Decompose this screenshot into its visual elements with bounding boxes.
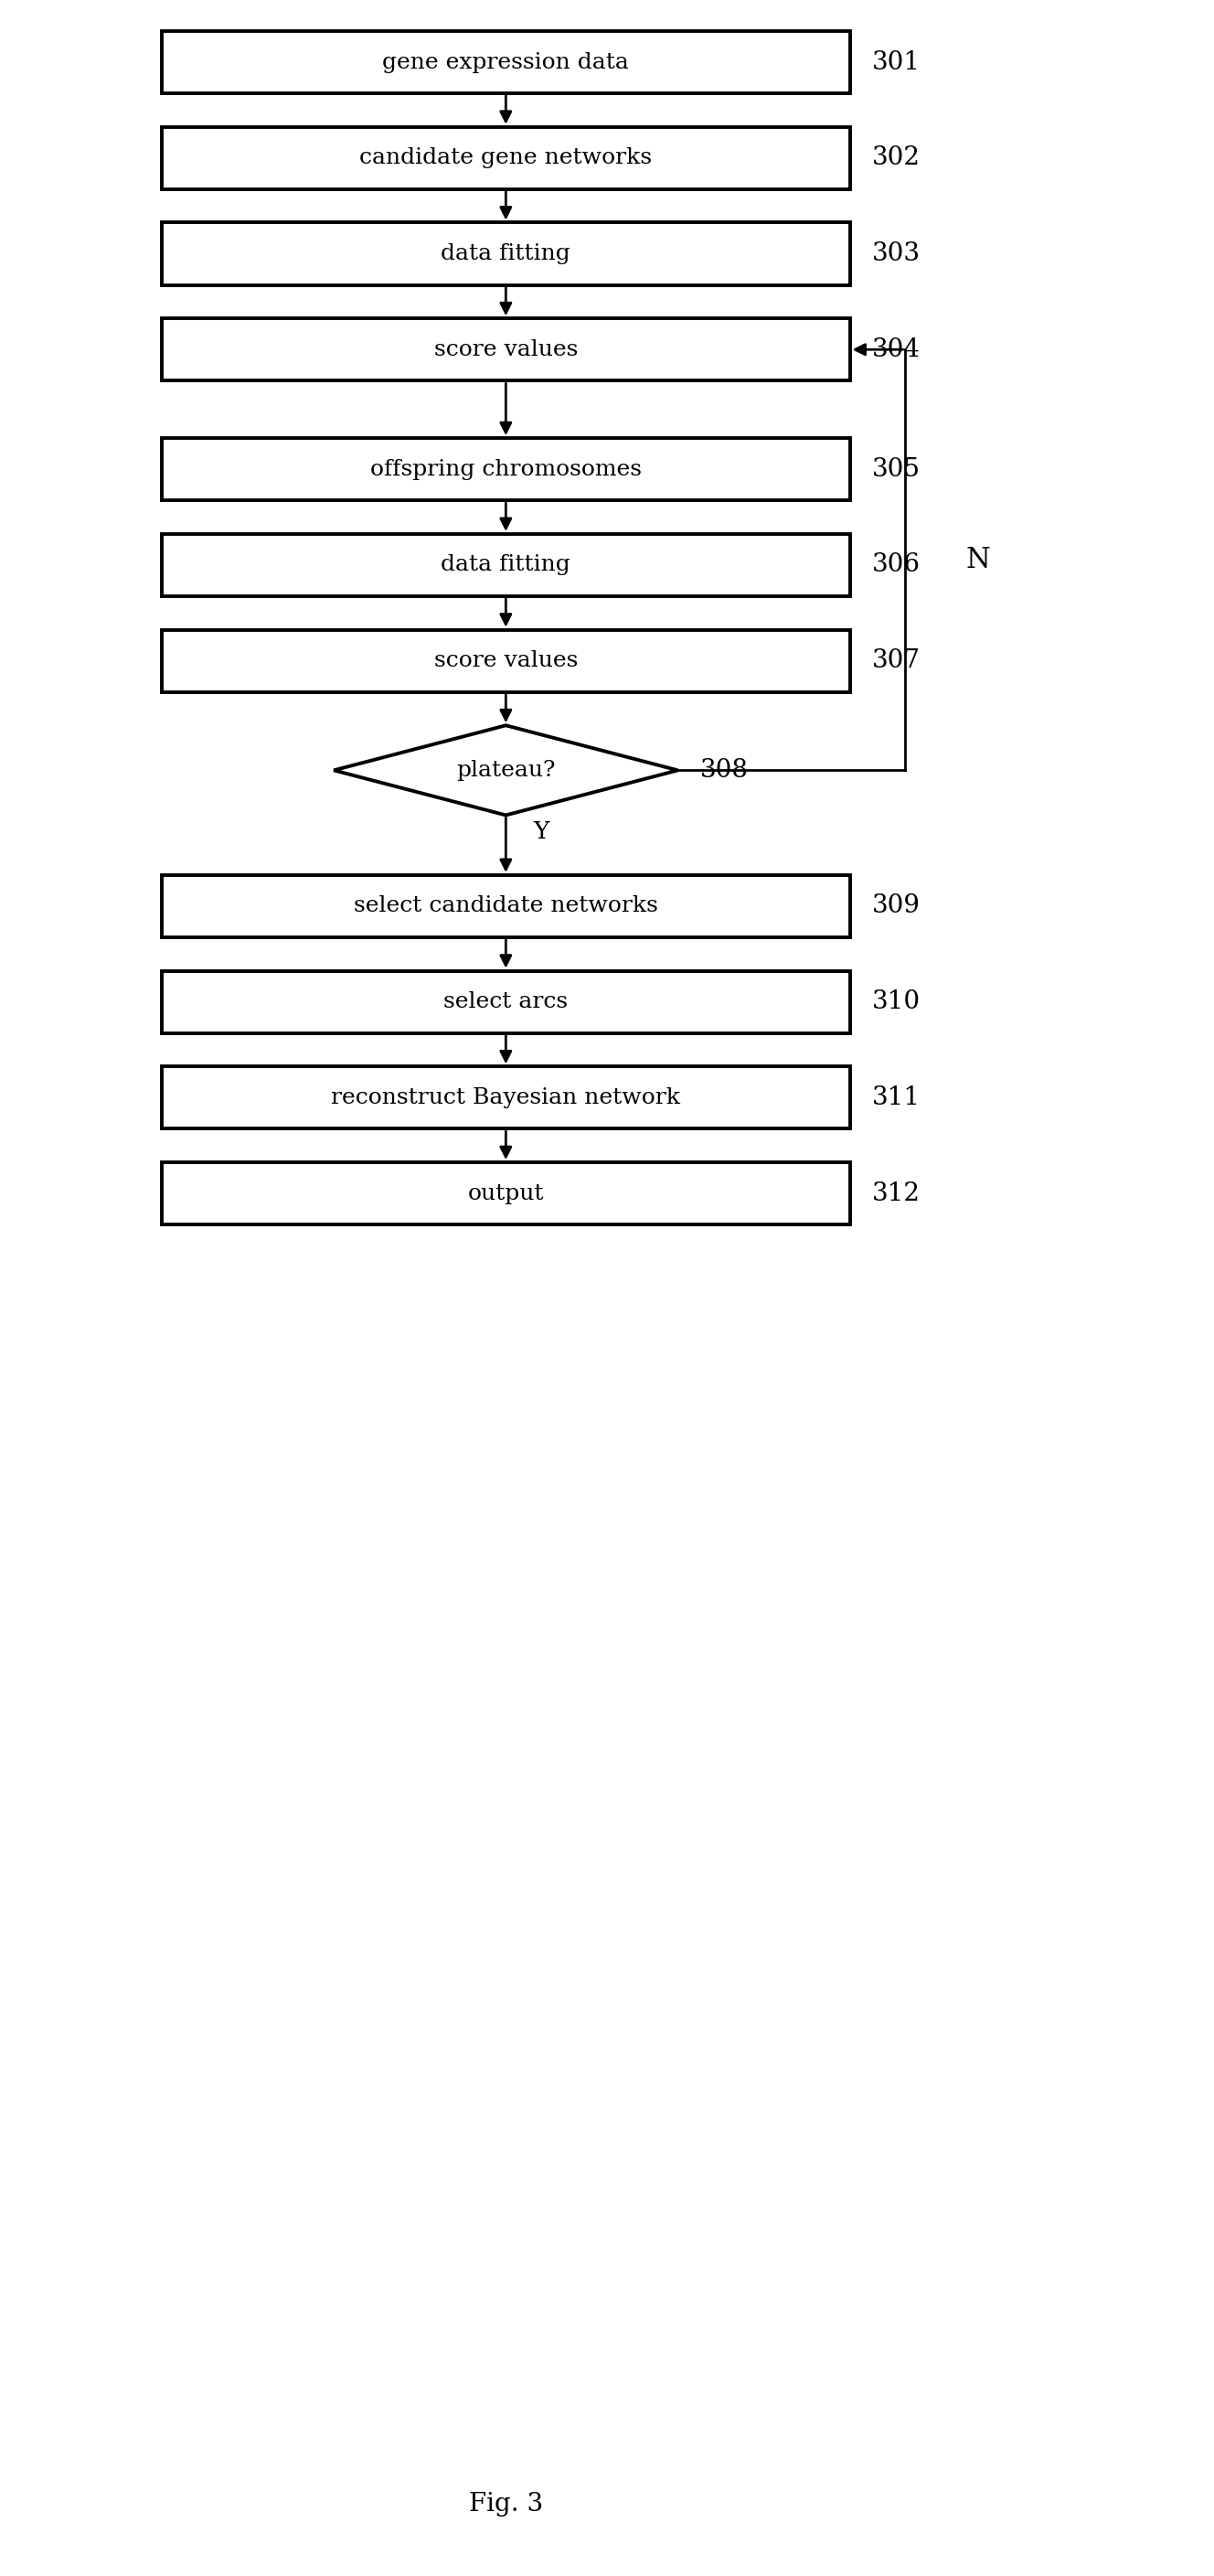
Text: select candidate networks: select candidate networks — [353, 896, 658, 917]
Text: score values: score values — [433, 649, 578, 672]
Text: 304: 304 — [872, 337, 920, 361]
Text: N: N — [966, 546, 991, 574]
Text: Fig. 3: Fig. 3 — [469, 2491, 543, 2517]
Polygon shape — [334, 726, 677, 814]
Text: 310: 310 — [872, 989, 920, 1015]
Text: 311: 311 — [872, 1084, 920, 1110]
Bar — [161, 971, 850, 1033]
Text: plateau?: plateau? — [456, 760, 556, 781]
Bar — [161, 1162, 850, 1224]
Bar — [161, 31, 850, 93]
Text: select arcs: select arcs — [443, 992, 568, 1012]
Text: output: output — [467, 1182, 544, 1203]
Text: 309: 309 — [872, 894, 920, 920]
Text: data fitting: data fitting — [441, 554, 571, 574]
Bar — [161, 629, 850, 693]
Text: gene expression data: gene expression data — [382, 52, 629, 72]
Text: score values: score values — [433, 340, 578, 361]
Bar — [161, 876, 850, 938]
Text: reconstruct Bayesian network: reconstruct Bayesian network — [331, 1087, 680, 1108]
Text: 301: 301 — [872, 49, 920, 75]
Bar — [161, 319, 850, 381]
Text: offspring chromosomes: offspring chromosomes — [370, 459, 641, 479]
Bar — [161, 222, 850, 286]
Text: 312: 312 — [872, 1180, 920, 1206]
Bar — [161, 1066, 850, 1128]
Text: 302: 302 — [872, 147, 920, 170]
Text: 303: 303 — [872, 242, 920, 265]
Text: 306: 306 — [872, 554, 920, 577]
Text: candidate gene networks: candidate gene networks — [359, 147, 652, 167]
Bar — [161, 126, 850, 188]
Text: Y: Y — [533, 822, 549, 842]
Text: 308: 308 — [700, 757, 749, 783]
Text: 307: 307 — [872, 649, 920, 672]
Text: 305: 305 — [872, 456, 920, 482]
Bar — [161, 438, 850, 500]
Text: data fitting: data fitting — [441, 242, 571, 265]
Bar — [161, 533, 850, 595]
